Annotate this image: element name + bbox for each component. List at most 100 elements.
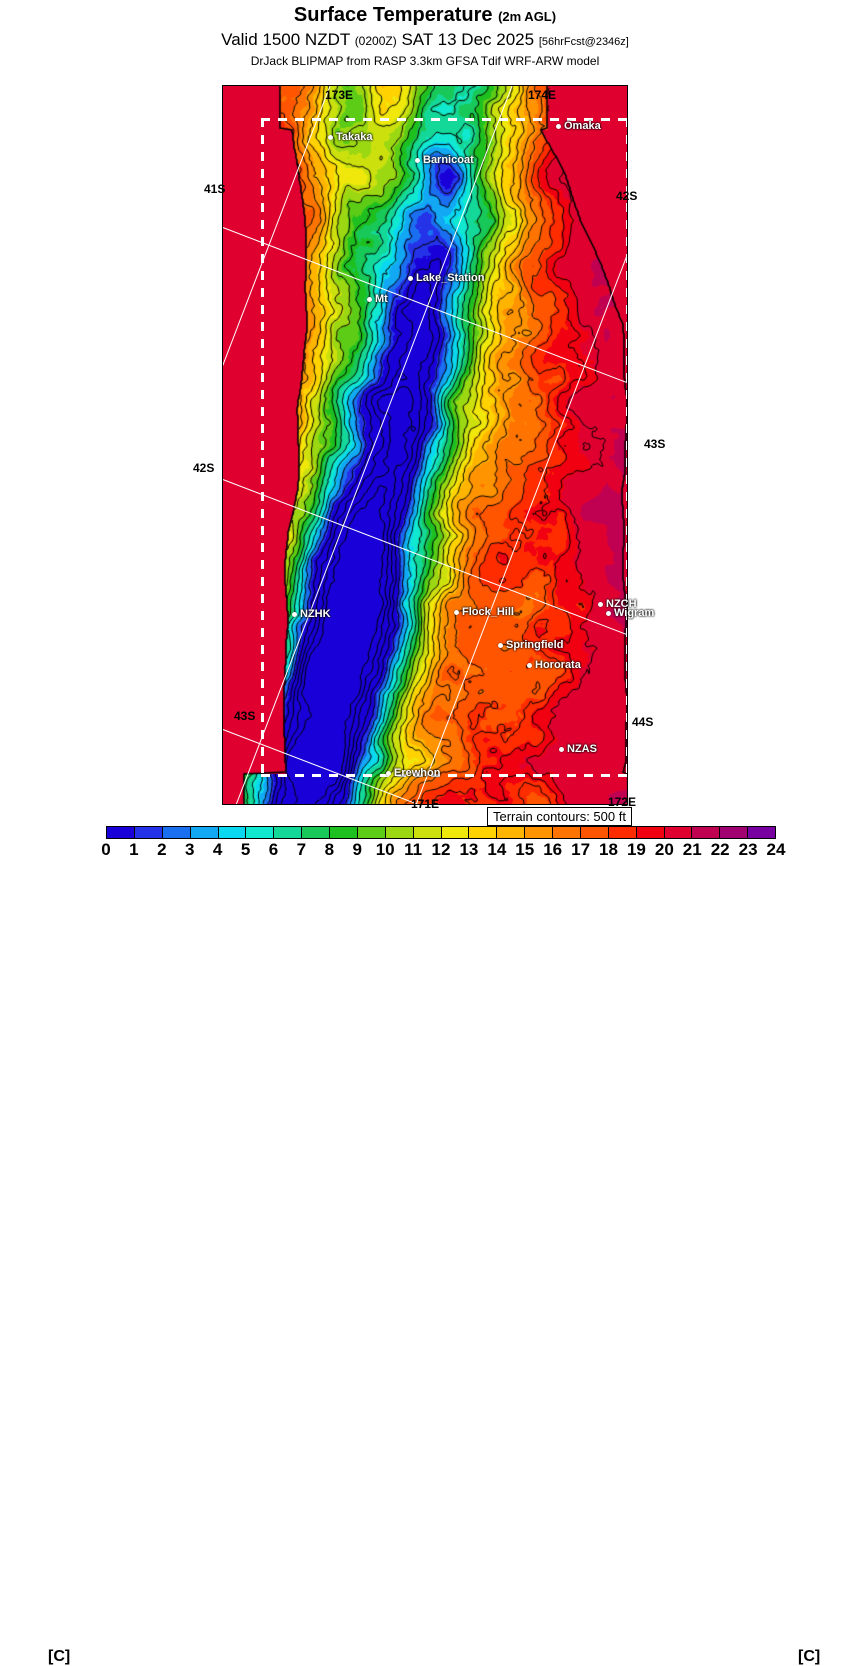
- colorbar-tick: 21: [682, 840, 702, 859]
- station-dot-icon: [498, 642, 503, 648]
- title-block: Surface Temperature (2m AGL) Valid 1500 …: [0, 0, 850, 69]
- station-label: Springfield: [506, 639, 564, 652]
- valid-time: Valid 1500 NZDT: [221, 30, 350, 49]
- colorbar-swatch: [302, 827, 330, 838]
- station-dot-icon: [598, 601, 603, 607]
- station-dot-icon: [408, 275, 413, 281]
- station-marker[interactable]: Omaka: [556, 120, 601, 132]
- colorbar-swatch: [692, 827, 721, 838]
- colorbar-swatch: [748, 827, 775, 838]
- colorbar-swatch: [636, 827, 665, 838]
- station-label: NZHK: [300, 608, 331, 621]
- graticule-label: 43S: [234, 709, 256, 723]
- colorbar-swatch: [274, 827, 303, 838]
- colorbar-swatch: [441, 827, 470, 838]
- colorbar-tick: 13: [459, 840, 479, 859]
- forecast-map[interactable]: [222, 85, 628, 805]
- colorbar-tick: 15: [515, 840, 535, 859]
- station-marker[interactable]: Springfield: [498, 639, 563, 651]
- colorbar-tick: 23: [738, 840, 758, 859]
- station-marker[interactable]: Barnicoat: [415, 154, 474, 166]
- temperature-field-canvas: [223, 86, 627, 804]
- colorbar-swatch: [246, 827, 275, 838]
- colorbar-tick: 12: [431, 840, 451, 859]
- colorbar-tick: 2: [157, 840, 167, 859]
- colorbar-swatch: [162, 827, 191, 838]
- valid-time-utc: (0200Z): [354, 34, 397, 48]
- colorbar-swatch: [385, 827, 414, 838]
- station-dot-icon: [606, 610, 611, 616]
- colorbar-tick: 22: [710, 840, 730, 859]
- colorbar-tick: 19: [626, 840, 646, 859]
- colorbar-swatch: [580, 827, 609, 838]
- station-label: Hororata: [535, 659, 581, 672]
- colorbar-tick: 9: [352, 840, 362, 859]
- graticule-label: 171E: [411, 797, 440, 811]
- station-marker[interactable]: Flock_Hill: [454, 606, 514, 618]
- station-marker[interactable]: Mt: [367, 293, 388, 305]
- colorbar-swatch: [134, 827, 163, 838]
- colorbar-tick: 5: [240, 840, 251, 859]
- colorbar-tick: 17: [571, 840, 591, 859]
- chart-title-level: (2m AGL): [498, 9, 557, 24]
- colorbar-panel: [C] [C] 0 1 2 3 4 5 6 7 8 9 10 11 12 13 14 15 16 17 18 19 20…: [0, 822, 850, 1665]
- terrain-contour-note: Terrain contours: 500 ft: [487, 807, 632, 826]
- station-label: NZAS: [567, 743, 597, 756]
- colorbar-tick-labels: 0 1 2 3 4 5 6 7 8 9 10 11 12 13 14 15 16 17 18 19 20 21 22 23 24: [101, 840, 785, 860]
- station-label: Wigram: [614, 607, 655, 620]
- colorbar-unit-left: [C]: [48, 1648, 71, 1665]
- station-marker[interactable]: NZCH: [598, 598, 637, 610]
- colorbar-tick: 16: [543, 840, 563, 859]
- colorbar-tick: 14: [487, 840, 507, 859]
- colorbar-tick: 11: [404, 840, 423, 859]
- colorbar-swatch: [553, 827, 581, 838]
- colorbar-tick: 3: [185, 840, 195, 859]
- colorbar-swatch: [497, 827, 526, 838]
- station-marker[interactable]: Hororata: [527, 659, 581, 671]
- station-marker[interactable]: Takaka: [328, 131, 373, 143]
- station-label: Erewhon: [394, 767, 441, 780]
- station-label: Mt: [375, 293, 388, 306]
- colorbar-swatch: [190, 827, 219, 838]
- station-marker[interactable]: Erewhon: [386, 767, 440, 779]
- graticule-label: 42S: [193, 461, 215, 475]
- colorbar-tick: 0: [101, 840, 111, 859]
- station-dot-icon: [527, 662, 532, 668]
- station-dot-icon: [559, 746, 564, 752]
- valid-date: SAT 13 Dec 2025: [401, 30, 535, 49]
- station-dot-icon: [367, 296, 372, 302]
- colorbar-swatch: [218, 827, 247, 838]
- station-label: Barnicoat: [423, 154, 474, 167]
- graticule-label: 42S: [616, 189, 638, 203]
- station-dot-icon: [328, 134, 333, 140]
- station-marker[interactable]: NZHK: [292, 608, 331, 620]
- colorbar-swatch: [357, 827, 386, 838]
- colorbar-tick: 20: [654, 840, 674, 859]
- colorbar-tick: 8: [324, 840, 335, 859]
- station-marker[interactable]: Lake_Station: [408, 272, 484, 284]
- graticule-label: 41S: [204, 182, 226, 196]
- colorbar-swatch: [330, 827, 358, 838]
- colorbar-unit-right: [C]: [798, 1648, 821, 1665]
- station-label: Flock_Hill: [462, 606, 514, 619]
- station-label: Omaka: [564, 120, 601, 133]
- colorbar-swatch: [664, 827, 693, 838]
- station-dot-icon: [292, 611, 297, 617]
- colorbar-swatch: [720, 827, 749, 838]
- station-marker[interactable]: NZAS: [559, 743, 597, 755]
- station-label: Takaka: [336, 131, 373, 144]
- graticule-label: 174E: [528, 88, 557, 102]
- colorbar-tick: 4: [212, 840, 223, 859]
- colorbar-tick: 7: [296, 840, 307, 859]
- station-marker[interactable]: Wigram: [606, 607, 654, 619]
- colorbar-swatch: [413, 827, 442, 838]
- graticule-label: 172E: [608, 795, 637, 809]
- station-dot-icon: [415, 157, 420, 163]
- colorbar-swatch: [525, 827, 553, 838]
- chart-title: Surface Temperature (2m AGL): [0, 0, 850, 29]
- station-label: Lake_Station: [416, 272, 485, 285]
- colorbar-tick: 18: [599, 840, 618, 859]
- colorbar-swatch: [107, 827, 135, 838]
- colorbar-scale[interactable]: [106, 826, 776, 839]
- chart-title-main: Surface Temperature: [293, 4, 493, 26]
